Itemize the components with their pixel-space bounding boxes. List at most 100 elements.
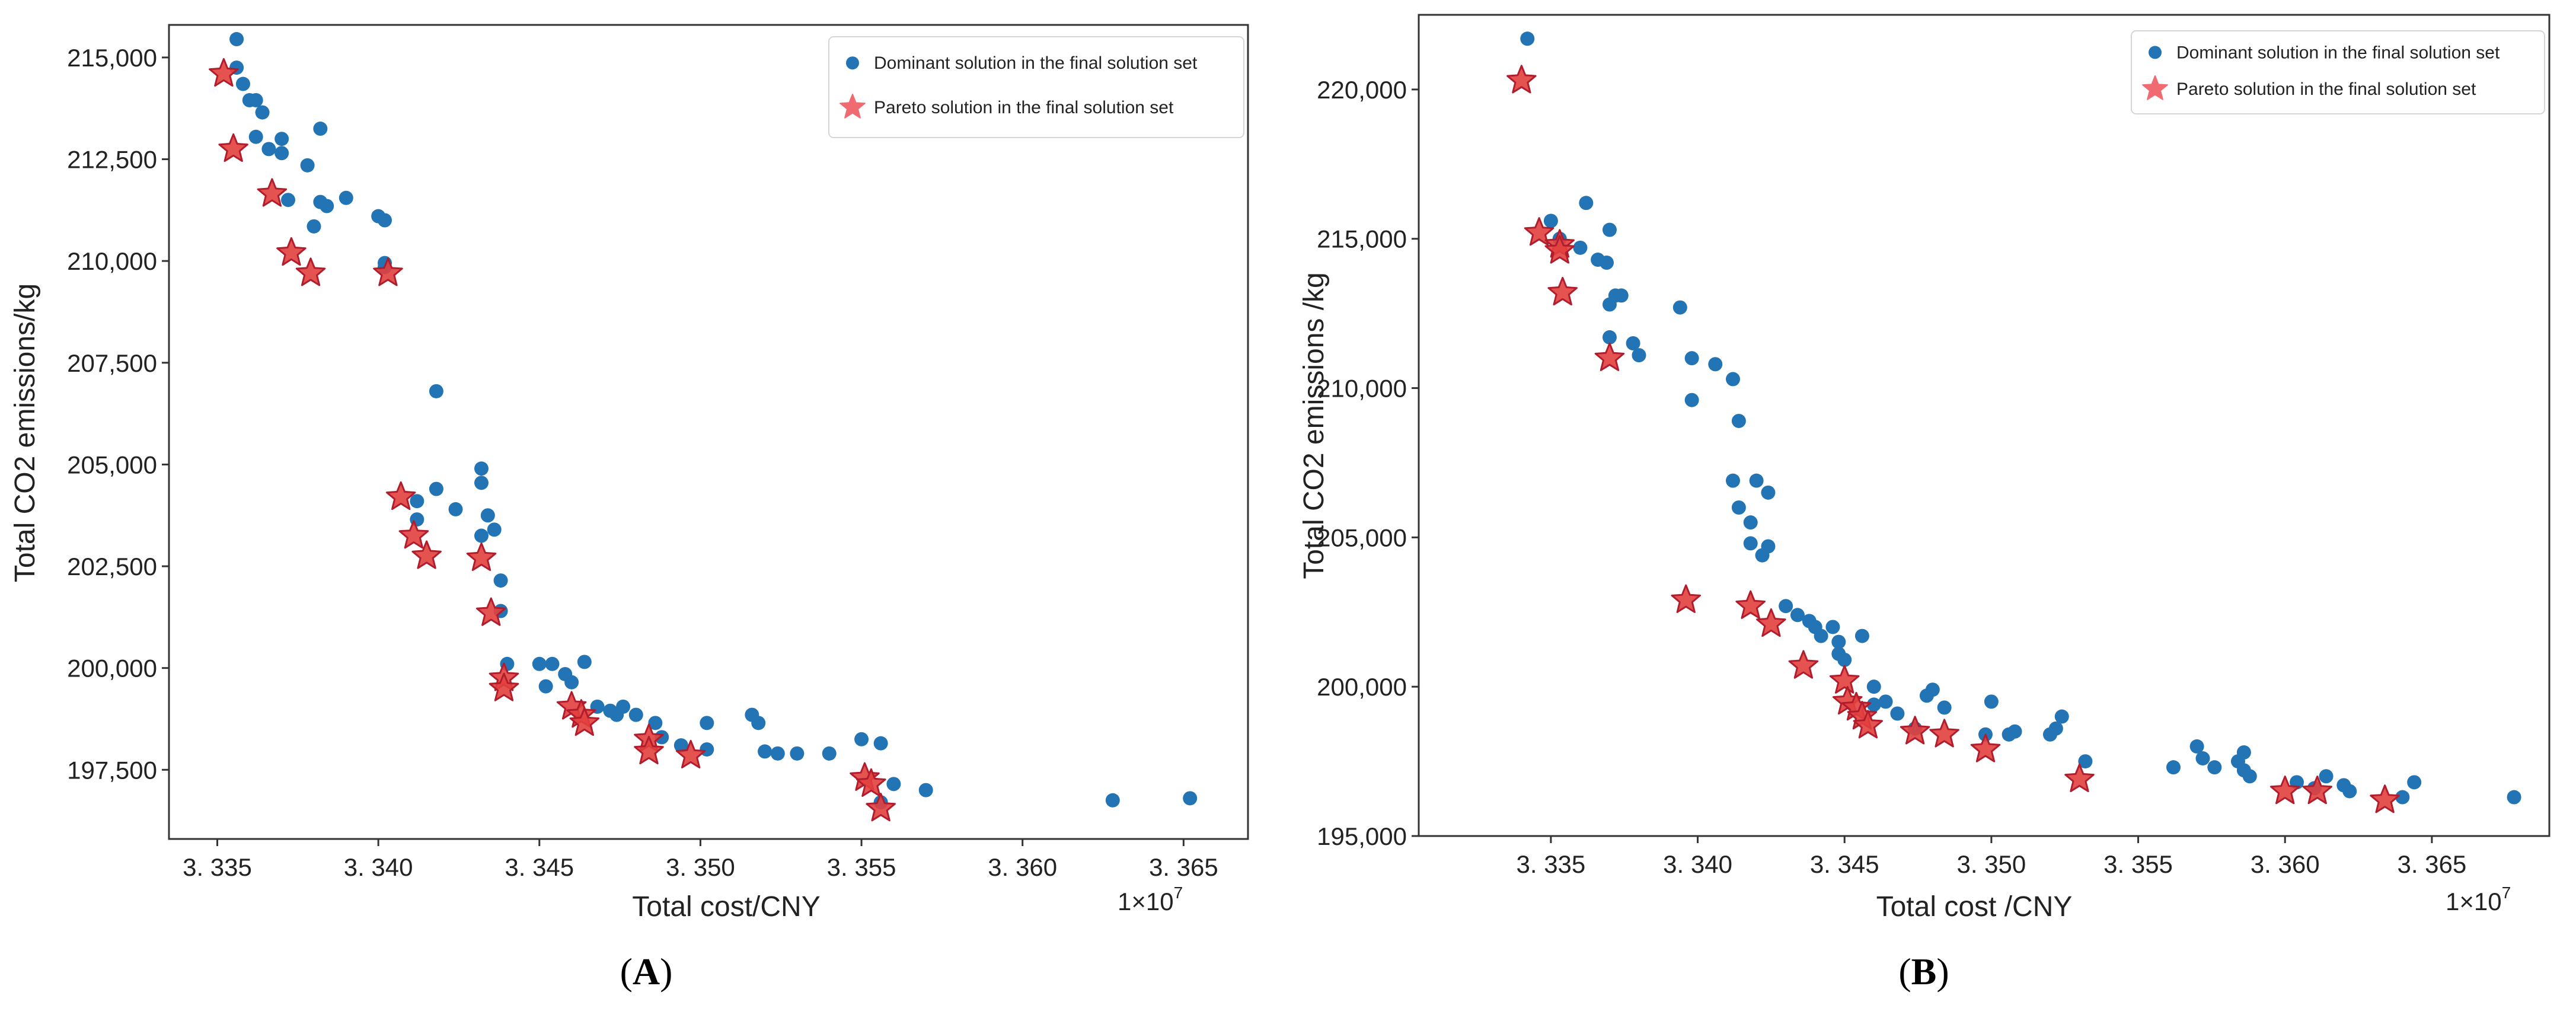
dominant-point bbox=[429, 481, 443, 496]
pareto-point bbox=[1671, 584, 1701, 613]
dominant-point bbox=[886, 777, 901, 792]
dominant-point bbox=[1725, 473, 1740, 488]
dominant-point bbox=[532, 656, 547, 671]
dominant-point bbox=[564, 675, 579, 690]
dominant-point bbox=[648, 716, 663, 730]
pareto-point bbox=[2302, 776, 2332, 805]
y-tick-label: 212,500 bbox=[67, 146, 157, 174]
dominant-point bbox=[1520, 31, 1535, 46]
dominant-point bbox=[1984, 694, 1999, 709]
y-tick-label: 210,000 bbox=[67, 247, 157, 275]
pareto-point bbox=[1735, 590, 1766, 619]
dominant-point bbox=[2054, 709, 2069, 724]
dominant-point bbox=[609, 707, 624, 722]
legend-label: Dominant solution in the final solution … bbox=[2176, 43, 2500, 62]
dominant-point bbox=[790, 746, 805, 761]
pareto-point bbox=[634, 735, 664, 765]
dominant-point bbox=[378, 213, 392, 228]
dominant-point bbox=[339, 190, 353, 205]
legend-star-marker bbox=[839, 94, 866, 119]
dominant-point bbox=[1632, 348, 1646, 363]
dominant-point bbox=[1672, 300, 1687, 315]
dominant-point bbox=[628, 707, 643, 722]
dominant-point bbox=[1600, 256, 1614, 270]
pareto-point bbox=[569, 707, 600, 736]
dominant-point bbox=[770, 746, 785, 761]
y-tick-label: 202,500 bbox=[67, 553, 157, 580]
dominant-point bbox=[1831, 634, 1846, 649]
dominant-point bbox=[2007, 724, 2022, 739]
dominant-point bbox=[577, 655, 592, 669]
x-tick-label: 3. 345 bbox=[505, 853, 574, 881]
y-axis-label: Total CO2 emissions/kg bbox=[9, 283, 41, 582]
x-tick-label: 3. 365 bbox=[2397, 850, 2466, 878]
dominant-point bbox=[474, 461, 489, 476]
chart-b: 3. 335 3. 340 3. 345 3. 350 3. 355 3. 360 3. 3… bbox=[1298, 14, 2551, 993]
panel-letter: A bbox=[633, 950, 660, 993]
dominant-point bbox=[2166, 760, 2181, 775]
dominant-point bbox=[474, 528, 489, 543]
x-tick-label: 3. 360 bbox=[988, 853, 1057, 881]
dominant-point bbox=[1602, 222, 1617, 237]
pareto-point bbox=[1547, 276, 1578, 306]
y-tick-label: 197,500 bbox=[67, 756, 157, 784]
x-tick-label: 3. 355 bbox=[2103, 850, 2173, 878]
pareto-point bbox=[866, 793, 896, 822]
dominant-point bbox=[1866, 679, 1881, 694]
panel-paren-open: ( bbox=[1898, 950, 1911, 993]
legend-label: Dominant solution in the final solution … bbox=[874, 53, 1198, 73]
x-multiplier-base: 1×10 bbox=[1118, 888, 1174, 915]
dominant-point bbox=[2507, 790, 2521, 805]
x-tick-label: 3. 335 bbox=[1517, 850, 1586, 878]
y-tick-label: 200,000 bbox=[1317, 673, 1407, 701]
dominant-point bbox=[2236, 745, 2251, 760]
dominant-point bbox=[300, 158, 315, 173]
pareto-point bbox=[476, 597, 506, 626]
y-tick-label: 205,000 bbox=[1317, 524, 1407, 551]
pareto-point bbox=[295, 257, 326, 286]
dominant-point bbox=[429, 384, 443, 398]
dominant-point bbox=[281, 193, 296, 208]
plot-frame bbox=[1418, 14, 2551, 837]
y-tick-label: 205,000 bbox=[67, 451, 157, 478]
dominant-point bbox=[1731, 500, 1746, 515]
x-tick-label: 3. 350 bbox=[1956, 850, 2026, 878]
pareto-point bbox=[373, 257, 403, 286]
dominant-point bbox=[1602, 330, 1617, 344]
legend-label: Pareto solution in the final solution se… bbox=[2176, 79, 2476, 99]
dominant-point bbox=[1725, 372, 1740, 387]
pareto-point bbox=[398, 520, 429, 549]
pareto-point bbox=[856, 768, 886, 797]
dominant-point bbox=[248, 129, 263, 144]
dominant-point bbox=[2207, 760, 2222, 775]
dominant-point bbox=[2078, 754, 2093, 769]
dominant-point bbox=[1543, 213, 1558, 228]
chart-a: 3. 335 3. 340 3. 345 3. 350 3. 355 3. 360 3. 3… bbox=[9, 24, 1249, 993]
x-multiplier-exponent: 7 bbox=[1174, 883, 1183, 902]
dominant-point bbox=[274, 132, 289, 146]
legend-box bbox=[2131, 30, 2545, 114]
pareto-point bbox=[1829, 665, 1860, 694]
pareto-point bbox=[1544, 235, 1575, 264]
pareto-point bbox=[1506, 65, 1537, 94]
x-tick-label: 3. 340 bbox=[344, 853, 413, 881]
y-tick-label: 195,000 bbox=[1317, 822, 1407, 850]
y-axis-label: Total CO2 emissions /kg bbox=[1298, 272, 1330, 579]
pareto-point bbox=[2370, 784, 2400, 813]
dominant-point bbox=[545, 656, 560, 671]
pareto-point bbox=[257, 178, 288, 207]
dominant-point bbox=[700, 716, 714, 730]
dominant-point bbox=[1708, 357, 1723, 372]
dominant-point bbox=[1626, 336, 1640, 350]
dominant-point bbox=[538, 679, 553, 694]
dominant-point bbox=[1684, 393, 1699, 407]
dominant-point bbox=[873, 736, 888, 751]
legend-circle-marker bbox=[2149, 46, 2162, 59]
dominant-point bbox=[1743, 515, 1758, 530]
dominant-point bbox=[410, 494, 424, 509]
dominant-point bbox=[1761, 485, 1776, 500]
x-tick-label: 3. 345 bbox=[1810, 850, 1879, 878]
pareto-point bbox=[1594, 342, 1625, 371]
dominant-point bbox=[2048, 721, 2063, 736]
x-axis-multiplier: 1×107 bbox=[2446, 883, 2511, 915]
